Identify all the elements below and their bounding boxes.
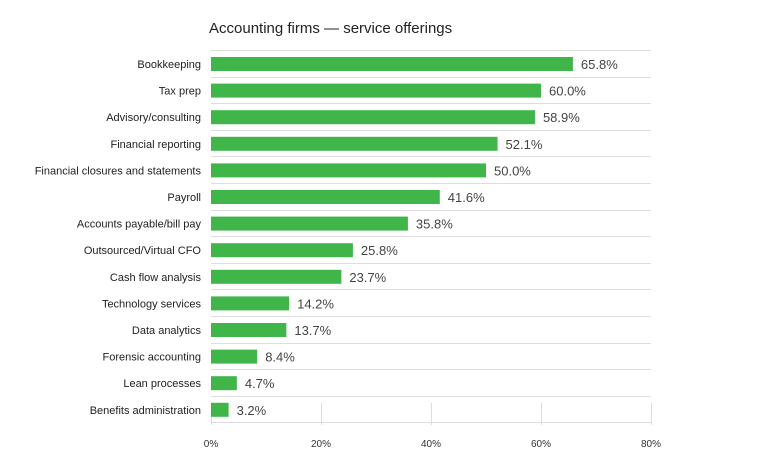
category-label: Outsourced/Virtual CFO	[84, 245, 202, 257]
bar	[211, 243, 353, 258]
category-label: Financial reporting	[111, 139, 202, 151]
bar	[211, 269, 342, 284]
bar	[211, 376, 237, 391]
value-label: 41.6%	[448, 190, 485, 205]
category-label: Benefits administration	[90, 405, 201, 417]
category-label: Lean processes	[123, 378, 201, 390]
bar	[211, 83, 541, 98]
value-label: 23.7%	[349, 270, 386, 285]
x-tick-label: 40%	[421, 439, 441, 450]
category-label: Data analytics	[132, 325, 202, 337]
value-label: 60.0%	[549, 84, 586, 99]
bar	[211, 349, 258, 364]
labels: Bookkeeping 65.8% Tax prep 60.0% Advisory/co…	[35, 57, 619, 418]
value-label: 13.7%	[294, 323, 331, 338]
gridlines	[211, 50, 652, 425]
category-label: Advisory/consulting	[106, 112, 201, 124]
value-label: 52.1%	[506, 137, 543, 152]
x-tick-label: 20%	[311, 439, 331, 450]
category-label: Tax prep	[159, 86, 201, 98]
bar	[211, 190, 440, 204]
bar	[211, 296, 290, 311]
category-label: Cash flow analysis	[110, 272, 202, 284]
bar	[211, 163, 486, 178]
category-label: Payroll	[167, 192, 201, 204]
value-label: 8.4%	[265, 350, 295, 365]
value-label: 4.7%	[245, 376, 275, 391]
category-label: Forensic accounting	[103, 352, 201, 364]
bars	[211, 57, 573, 417]
value-label: 35.8%	[416, 217, 453, 232]
value-label: 14.2%	[297, 296, 334, 311]
bar	[211, 323, 287, 337]
value-label: 25.8%	[361, 243, 398, 258]
category-label: Accounts payable/bill pay	[77, 219, 202, 231]
bar	[211, 402, 229, 417]
x-tick-label: 60%	[531, 439, 551, 450]
x-tick-label: 0%	[204, 439, 219, 450]
value-label: 58.9%	[543, 110, 580, 125]
bar	[211, 57, 573, 71]
value-label: 65.8%	[581, 57, 618, 72]
category-label: Bookkeeping	[137, 59, 201, 71]
bar	[211, 216, 408, 231]
chart-title: Accounting firms — service offerings	[209, 20, 452, 37]
category-label: Financial closures and statements	[35, 165, 202, 177]
category-label: Technology services	[102, 298, 202, 310]
bar	[211, 136, 498, 151]
value-label: 3.2%	[237, 403, 267, 418]
value-label: 50.0%	[494, 163, 531, 178]
bar	[211, 110, 535, 125]
x-axis-ticks: 0% 20% 40% 60% 80%	[204, 439, 661, 450]
x-tick-label: 80%	[641, 439, 661, 450]
